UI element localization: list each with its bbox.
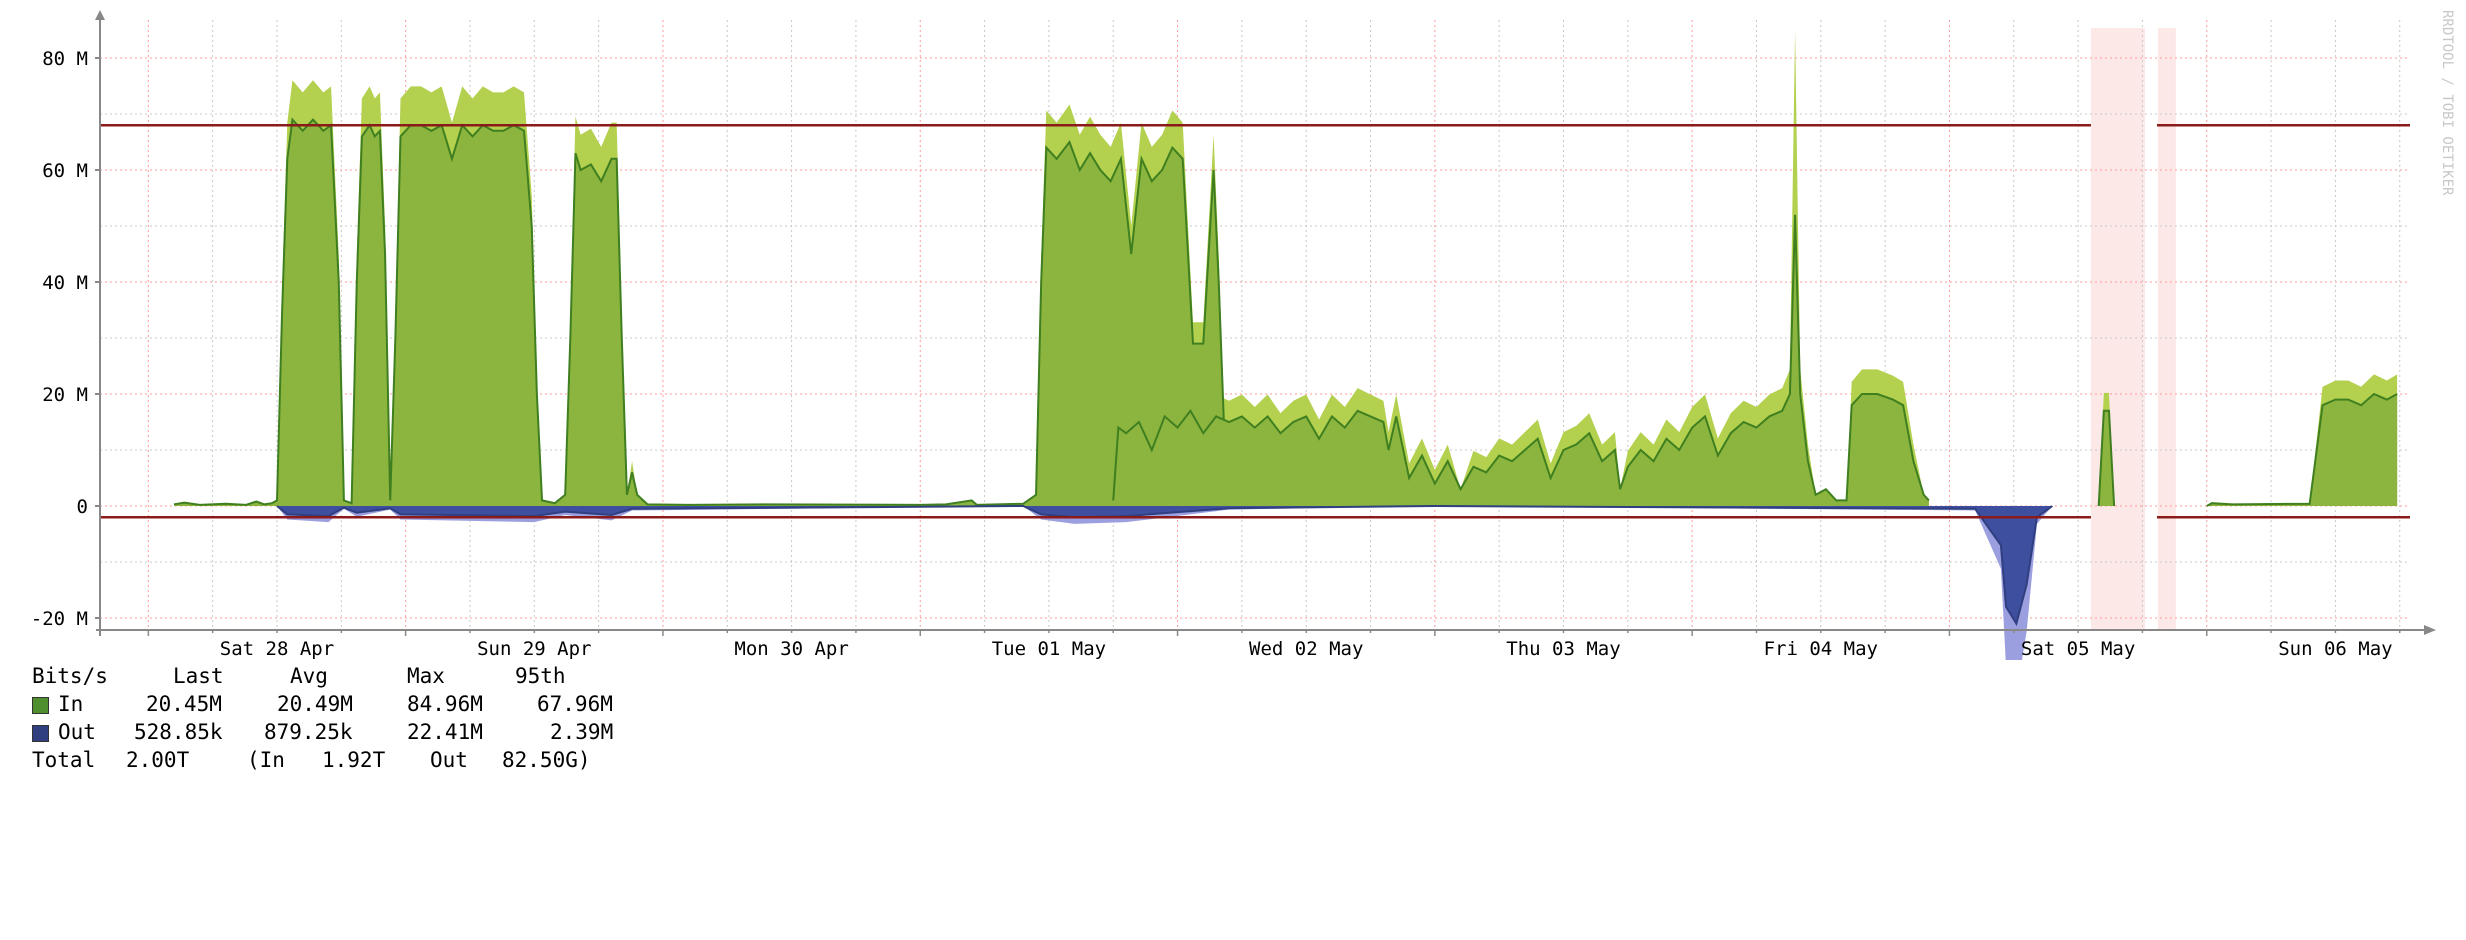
in-avg-line — [173, 117, 1235, 506]
legend-total-value: 2.00T — [126, 748, 190, 772]
in-avg-line-x — [2097, 409, 2116, 507]
legend-header-last: Last — [173, 664, 224, 688]
y-tick-label: 80 M — [42, 48, 88, 70]
out-avg-line — [276, 504, 2053, 627]
legend-out-p95: 2.39M — [550, 720, 614, 744]
legend-header-avg: Avg — [290, 664, 328, 688]
x-tick-label: Thu 03 May — [1506, 638, 1620, 660]
legend-header-p95: 95th — [515, 664, 566, 688]
out-peak-fill — [277, 506, 2053, 660]
y-axis-arrow — [95, 10, 105, 20]
x-tick-label: Tue 01 May — [992, 638, 1106, 660]
legend-total-out-value: 82.50G) — [502, 748, 591, 772]
out-avg-fill — [277, 506, 2053, 624]
unknown-band — [2090, 28, 2145, 630]
x-tick-label: Fri 04 May — [1764, 638, 1878, 660]
legend-header-name: Bits/s — [32, 664, 108, 688]
in-avg-fill — [174, 119, 1235, 506]
legend-total-label: Total — [32, 748, 96, 772]
x-tick-label: Sun 06 May — [2278, 638, 2392, 660]
legend-out-avg: 879.25k — [264, 720, 353, 744]
axes — [95, 10, 2436, 636]
legend-in-last: 20.45M — [146, 692, 222, 716]
legend-out-max: 22.41M — [407, 720, 483, 744]
y-tick-label: 20 M — [42, 384, 88, 406]
x-tick-label: Wed 02 May — [1249, 638, 1363, 660]
legend: Bits/s Last Avg Max 95th In 20.45M 20.49… — [32, 664, 613, 776]
x-tick-label: Sat 05 May — [2021, 638, 2135, 660]
legend-in-p95: 67.96M — [537, 692, 613, 716]
legend-row-in: In 20.45M 20.49M 84.96M 67.96M — [32, 692, 613, 720]
watermark: RRDTOOL / TOBI OETIKER — [2439, 10, 2455, 196]
in-avg-fill-x — [2098, 410, 2115, 506]
legend-header-max: Max — [407, 664, 445, 688]
legend-in-max: 84.96M — [407, 692, 483, 716]
y-tick-label: -20 M — [31, 608, 88, 630]
in-avg-fill-2 — [1113, 214, 1929, 507]
y-tick-label: 0 — [77, 496, 88, 518]
legend-in-avg: 20.49M — [277, 692, 353, 716]
in-swatch — [32, 697, 49, 714]
in-avg-line-x — [2206, 392, 2398, 507]
y-tick-label: 40 M — [42, 272, 88, 294]
out-peak-area — [277, 506, 2053, 660]
legend-in-name: In — [58, 692, 84, 716]
legend-total-in-label: (In — [247, 748, 285, 772]
out-average-area — [276, 504, 2053, 627]
unknown-data-bands — [2090, 28, 2176, 630]
x-tick-label: Sat 28 Apr — [220, 638, 334, 660]
legend-total: Total 2.00T (In 1.92T Out 82.50G) — [32, 748, 591, 776]
y-tick-label: 60 M — [42, 160, 88, 182]
x-tick-label: Sun 29 Apr — [477, 638, 591, 660]
x-tick-label: Mon 30 Apr — [734, 638, 848, 660]
legend-out-name: Out — [58, 720, 96, 744]
x-axis-arrow — [2424, 625, 2436, 635]
legend-total-out-label: Out — [430, 748, 468, 772]
traffic-graph: 80 M 60 M 40 M 20 M 0 -20 M Sat 28 Apr Sun 29 … — [31, 10, 2455, 660]
x-axis-labels: Sat 28 Apr Sun 29 Apr Mon 30 Apr Tue 01 May… — [220, 638, 2393, 660]
in-average-area — [173, 117, 2398, 507]
threshold-lines — [100, 123, 2410, 519]
out-swatch — [32, 725, 49, 742]
in-avg-fill-x — [2206, 394, 2398, 506]
legend-total-in-value: 1.92T — [322, 748, 386, 772]
y-axis-labels: 80 M 60 M 40 M 20 M 0 -20 M — [31, 48, 88, 630]
in-avg-line-2 — [1112, 214, 1930, 502]
legend-row-out: Out 528.85k 879.25k 22.41M 2.39M — [32, 720, 613, 748]
legend-out-last: 528.85k — [134, 720, 223, 744]
unknown-band — [2157, 28, 2176, 630]
legend-header: Bits/s Last Avg Max 95th — [32, 664, 566, 692]
